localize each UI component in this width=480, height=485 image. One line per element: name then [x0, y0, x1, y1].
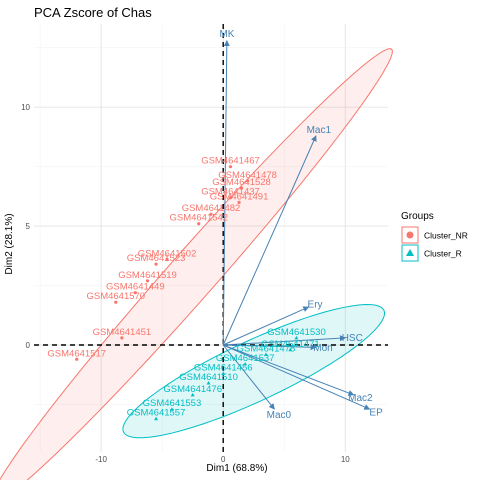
data-point: [228, 195, 233, 200]
cluster-ellipses: [0, 48, 393, 485]
x-tick-label: 0: [221, 455, 226, 464]
point-label: GSM4641519: [118, 270, 177, 281]
axes: -10 0 10 0 5 10: [21, 103, 350, 464]
data-point: [246, 179, 250, 183]
legend-label-cluster-nr: Cluster_NR: [424, 231, 468, 241]
point-label: GSM4641451: [93, 327, 152, 338]
sample-points: [75, 165, 299, 421]
point-label: GSM4641449: [106, 282, 165, 293]
point-label: GSM4641553: [143, 398, 202, 409]
legend-label-cluster-r: Cluster_R: [424, 249, 462, 259]
data-point: [228, 165, 233, 169]
data-point: [75, 357, 79, 361]
ellipse-cluster-r: [122, 304, 386, 439]
variable-arrow: [223, 344, 371, 410]
variable-label: EP: [369, 408, 383, 419]
data-point: [114, 300, 118, 304]
legend-item-cluster-r: Cluster_R: [401, 244, 462, 262]
legend: Groups Cluster_NR Cluster_R: [401, 211, 468, 262]
point-label: GSM4641456: [194, 363, 253, 374]
variable-label: MK: [219, 29, 234, 40]
legend-item-cluster-nr: Cluster_NR: [401, 226, 468, 244]
variable-arrow: [222, 40, 230, 346]
point-label: GSM4641482: [182, 203, 241, 214]
point-label: GSM4641437: [201, 187, 260, 198]
x-axis-label: Dim1 (68.8%): [206, 463, 267, 474]
y-tick-label: 10: [21, 103, 30, 112]
ellipse-cluster-nr: [0, 48, 393, 485]
point-label: GSM4641471: [261, 339, 320, 350]
variable-label: Ery: [308, 300, 323, 311]
point-label: GSM4641542: [169, 213, 228, 224]
point-label: GSM4641510: [179, 372, 238, 383]
variable-label: Mac2: [348, 393, 373, 404]
variable-arrow: [222, 135, 317, 346]
data-point: [197, 222, 201, 226]
data-point: [133, 291, 137, 295]
point-label: GSM4641530: [267, 327, 326, 338]
variable-label: HSC: [342, 333, 363, 344]
point-label: GSM4641502: [138, 248, 197, 259]
point-label: GSM4641537: [216, 353, 275, 364]
legend-marker-cluster-nr: [406, 231, 414, 239]
x-tick-label: 10: [341, 455, 350, 464]
data-point: [288, 347, 293, 352]
legend-marker-cluster-r: [406, 249, 414, 256]
data-point: [165, 257, 169, 261]
y-tick-label: 5: [26, 222, 31, 231]
data-point: [237, 200, 241, 204]
data-point: [209, 212, 213, 216]
variable-arrow: [223, 344, 355, 396]
data-point: [169, 407, 174, 411]
point-label: GSM4641557: [127, 408, 186, 419]
data-point: [154, 262, 158, 266]
variable-label: Mac0: [267, 410, 292, 421]
data-point: [221, 371, 226, 376]
variable-arrow: [223, 306, 310, 346]
data-point: [154, 416, 159, 421]
point-label: GSM4641523: [127, 253, 186, 264]
variable-arrow: [222, 344, 275, 410]
point-label: GSM4641478: [218, 170, 277, 181]
point-label: GSM4641570: [86, 291, 145, 302]
data-point: [263, 352, 268, 357]
data-point: [206, 381, 211, 385]
point-label: GSM4641478: [237, 344, 296, 355]
data-point: [243, 362, 248, 366]
variable-arrow: [223, 335, 346, 346]
variable-arrow: [223, 344, 317, 351]
data-point: [120, 336, 124, 340]
point-label: GSM4641467: [201, 156, 260, 167]
point-label: GSM4641517: [47, 348, 106, 359]
variable-label: Mon: [313, 343, 332, 354]
data-point: [239, 186, 244, 190]
legend-title: Groups: [401, 211, 434, 222]
point-label: GSM4641491: [210, 191, 269, 202]
chart-title: PCA Zscore of Chas: [34, 5, 152, 20]
variable-arrows: [222, 40, 371, 410]
data-point: [190, 392, 195, 397]
point-label: GSM4641476: [163, 384, 222, 395]
data-point: [294, 335, 299, 340]
y-tick-label: 0: [26, 341, 31, 350]
reference-lines: [34, 24, 388, 452]
sample-labels: GSM4641467GSM4641478GSM4641528GSM4641437…: [47, 29, 383, 421]
y-axis-label: Dim2 (28.1%): [4, 213, 15, 274]
x-tick-label: -10: [95, 455, 107, 464]
variable-label: Mac1: [307, 125, 332, 136]
point-label: GSM4641528: [212, 177, 271, 188]
data-point: [145, 279, 150, 283]
